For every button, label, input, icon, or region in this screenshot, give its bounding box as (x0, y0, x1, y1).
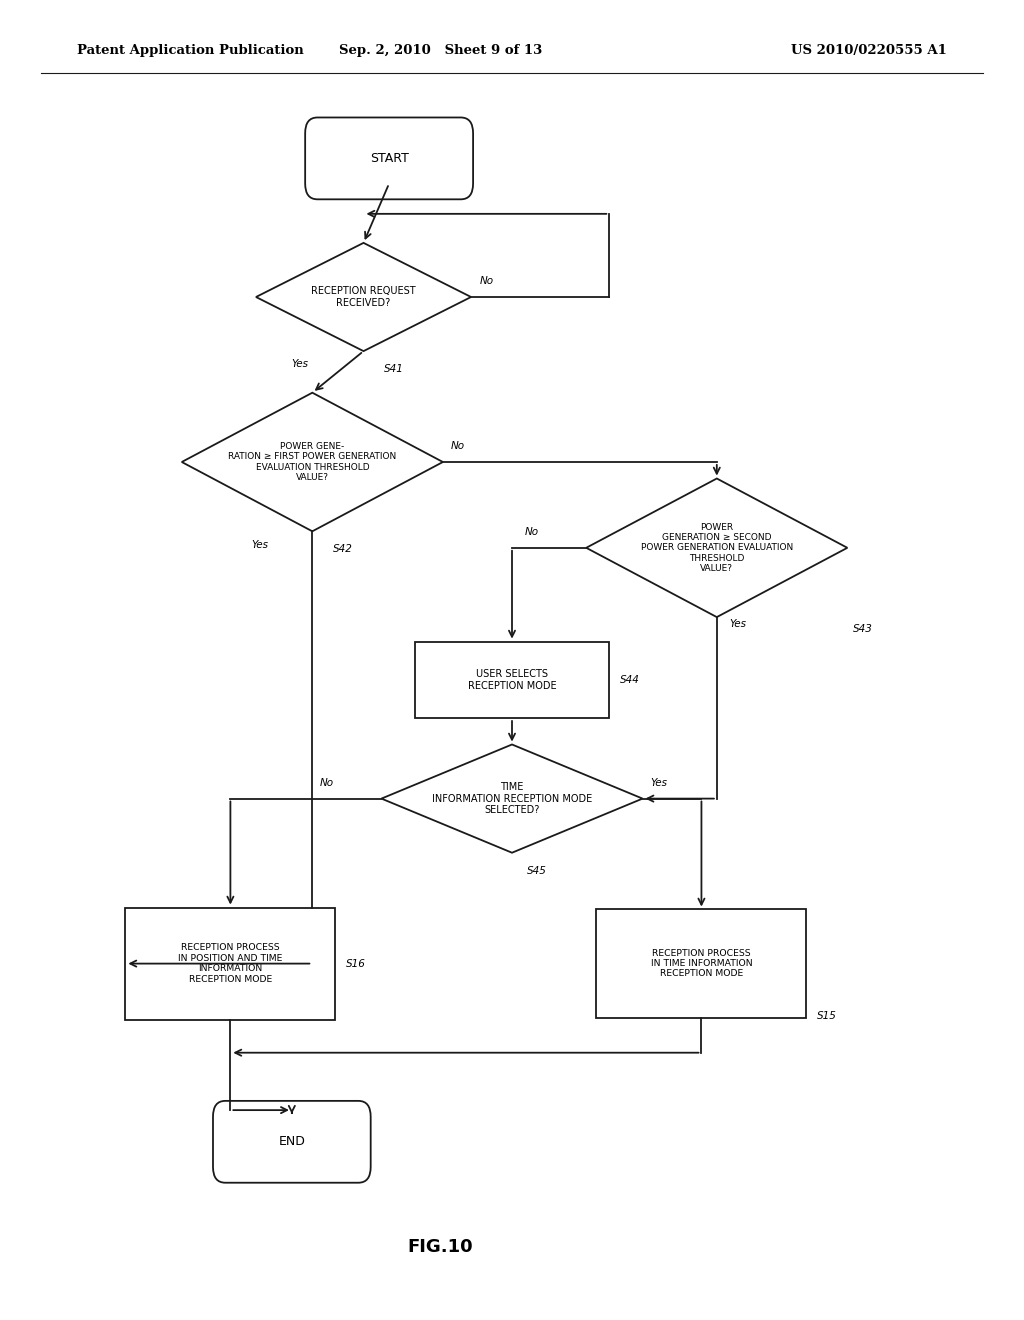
Text: TIME
INFORMATION RECEPTION MODE
SELECTED?: TIME INFORMATION RECEPTION MODE SELECTED… (432, 781, 592, 816)
Polygon shape (256, 243, 471, 351)
Text: Sep. 2, 2010   Sheet 9 of 13: Sep. 2, 2010 Sheet 9 of 13 (339, 44, 542, 57)
Text: END: END (279, 1135, 305, 1148)
Text: No: No (451, 441, 465, 451)
Text: POWER GENE-
RATION ≥ FIRST POWER GENERATION
EVALUATION THRESHOLD
VALUE?: POWER GENE- RATION ≥ FIRST POWER GENERAT… (228, 442, 396, 482)
Text: Patent Application Publication: Patent Application Publication (77, 44, 303, 57)
Text: Yes: Yes (729, 619, 746, 628)
Text: Yes: Yes (651, 777, 668, 788)
Polygon shape (182, 393, 442, 531)
Text: No: No (479, 276, 494, 286)
Text: S41: S41 (384, 364, 403, 375)
Text: S43: S43 (852, 624, 872, 634)
Text: POWER
GENERATION ≥ SECOND
POWER GENERATION EVALUATION
THRESHOLD
VALUE?: POWER GENERATION ≥ SECOND POWER GENERATI… (641, 523, 793, 573)
Text: No: No (319, 777, 334, 788)
Text: Yes: Yes (292, 359, 309, 370)
Bar (415, 642, 609, 718)
Text: US 2010/0220555 A1: US 2010/0220555 A1 (792, 44, 947, 57)
Text: S42: S42 (333, 544, 352, 554)
Text: START: START (370, 152, 409, 165)
Text: USER SELECTS
RECEPTION MODE: USER SELECTS RECEPTION MODE (468, 669, 556, 690)
Text: S44: S44 (620, 675, 639, 685)
Text: S16: S16 (346, 958, 366, 969)
Text: Yes: Yes (251, 540, 268, 549)
Text: S15: S15 (817, 1011, 837, 1022)
Bar (126, 908, 336, 1019)
Polygon shape (586, 479, 847, 618)
Polygon shape (381, 744, 643, 853)
Text: FIG.10: FIG.10 (408, 1238, 473, 1257)
Text: No: No (524, 527, 539, 537)
Text: S45: S45 (527, 866, 547, 876)
Bar (596, 909, 807, 1018)
Text: RECEPTION REQUEST
RECEIVED?: RECEPTION REQUEST RECEIVED? (311, 286, 416, 308)
Text: RECEPTION PROCESS
IN POSITION AND TIME
INFORMATION
RECEPTION MODE: RECEPTION PROCESS IN POSITION AND TIME I… (178, 944, 283, 983)
Text: RECEPTION PROCESS
IN TIME INFORMATION
RECEPTION MODE: RECEPTION PROCESS IN TIME INFORMATION RE… (650, 949, 753, 978)
FancyBboxPatch shape (305, 117, 473, 199)
FancyBboxPatch shape (213, 1101, 371, 1183)
